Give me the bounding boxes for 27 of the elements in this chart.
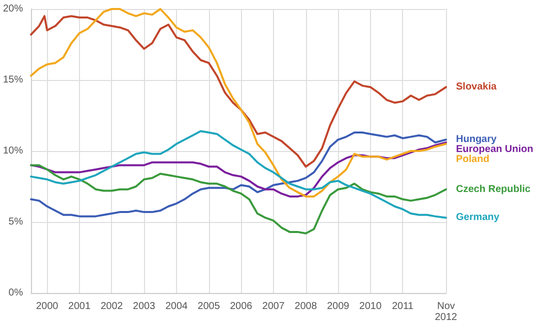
x-tick-label: 2006 xyxy=(230,301,253,312)
x-tick-label: 2001 xyxy=(68,301,91,312)
x-tick-label: 2003 xyxy=(132,301,156,312)
x-tick-label: Nov 2012 xyxy=(434,301,458,323)
series-label: Czech Republic xyxy=(456,184,531,195)
series-label: Poland xyxy=(456,154,490,166)
x-tick-label: 2007 xyxy=(262,301,285,312)
series-label: Slovakia xyxy=(456,82,498,93)
x-tick-label: 2010 xyxy=(359,301,382,312)
y-tick-label: 15% xyxy=(3,74,24,86)
x-tick-label: 2008 xyxy=(294,301,318,312)
y-tick-label: 20% xyxy=(3,4,24,14)
series-label: Germany xyxy=(456,212,500,224)
y-tick-label: 5% xyxy=(8,216,24,228)
line-series xyxy=(30,164,447,234)
x-tick-label: 2004 xyxy=(165,301,188,312)
x-tick-label: 2000 xyxy=(36,301,59,312)
series-label: European Union xyxy=(456,144,534,156)
y-tick-label: 10% xyxy=(3,146,24,156)
line-series xyxy=(30,15,447,168)
series-label: Hungary xyxy=(456,134,497,146)
y-tick-label: 0% xyxy=(8,288,24,298)
x-tick-label: 2005 xyxy=(198,301,220,312)
line-series xyxy=(30,141,447,198)
x-tick-label: 2011 xyxy=(392,301,414,312)
x-tick-label: 2002 xyxy=(100,301,124,312)
x-tick-label: 2009 xyxy=(326,301,350,312)
